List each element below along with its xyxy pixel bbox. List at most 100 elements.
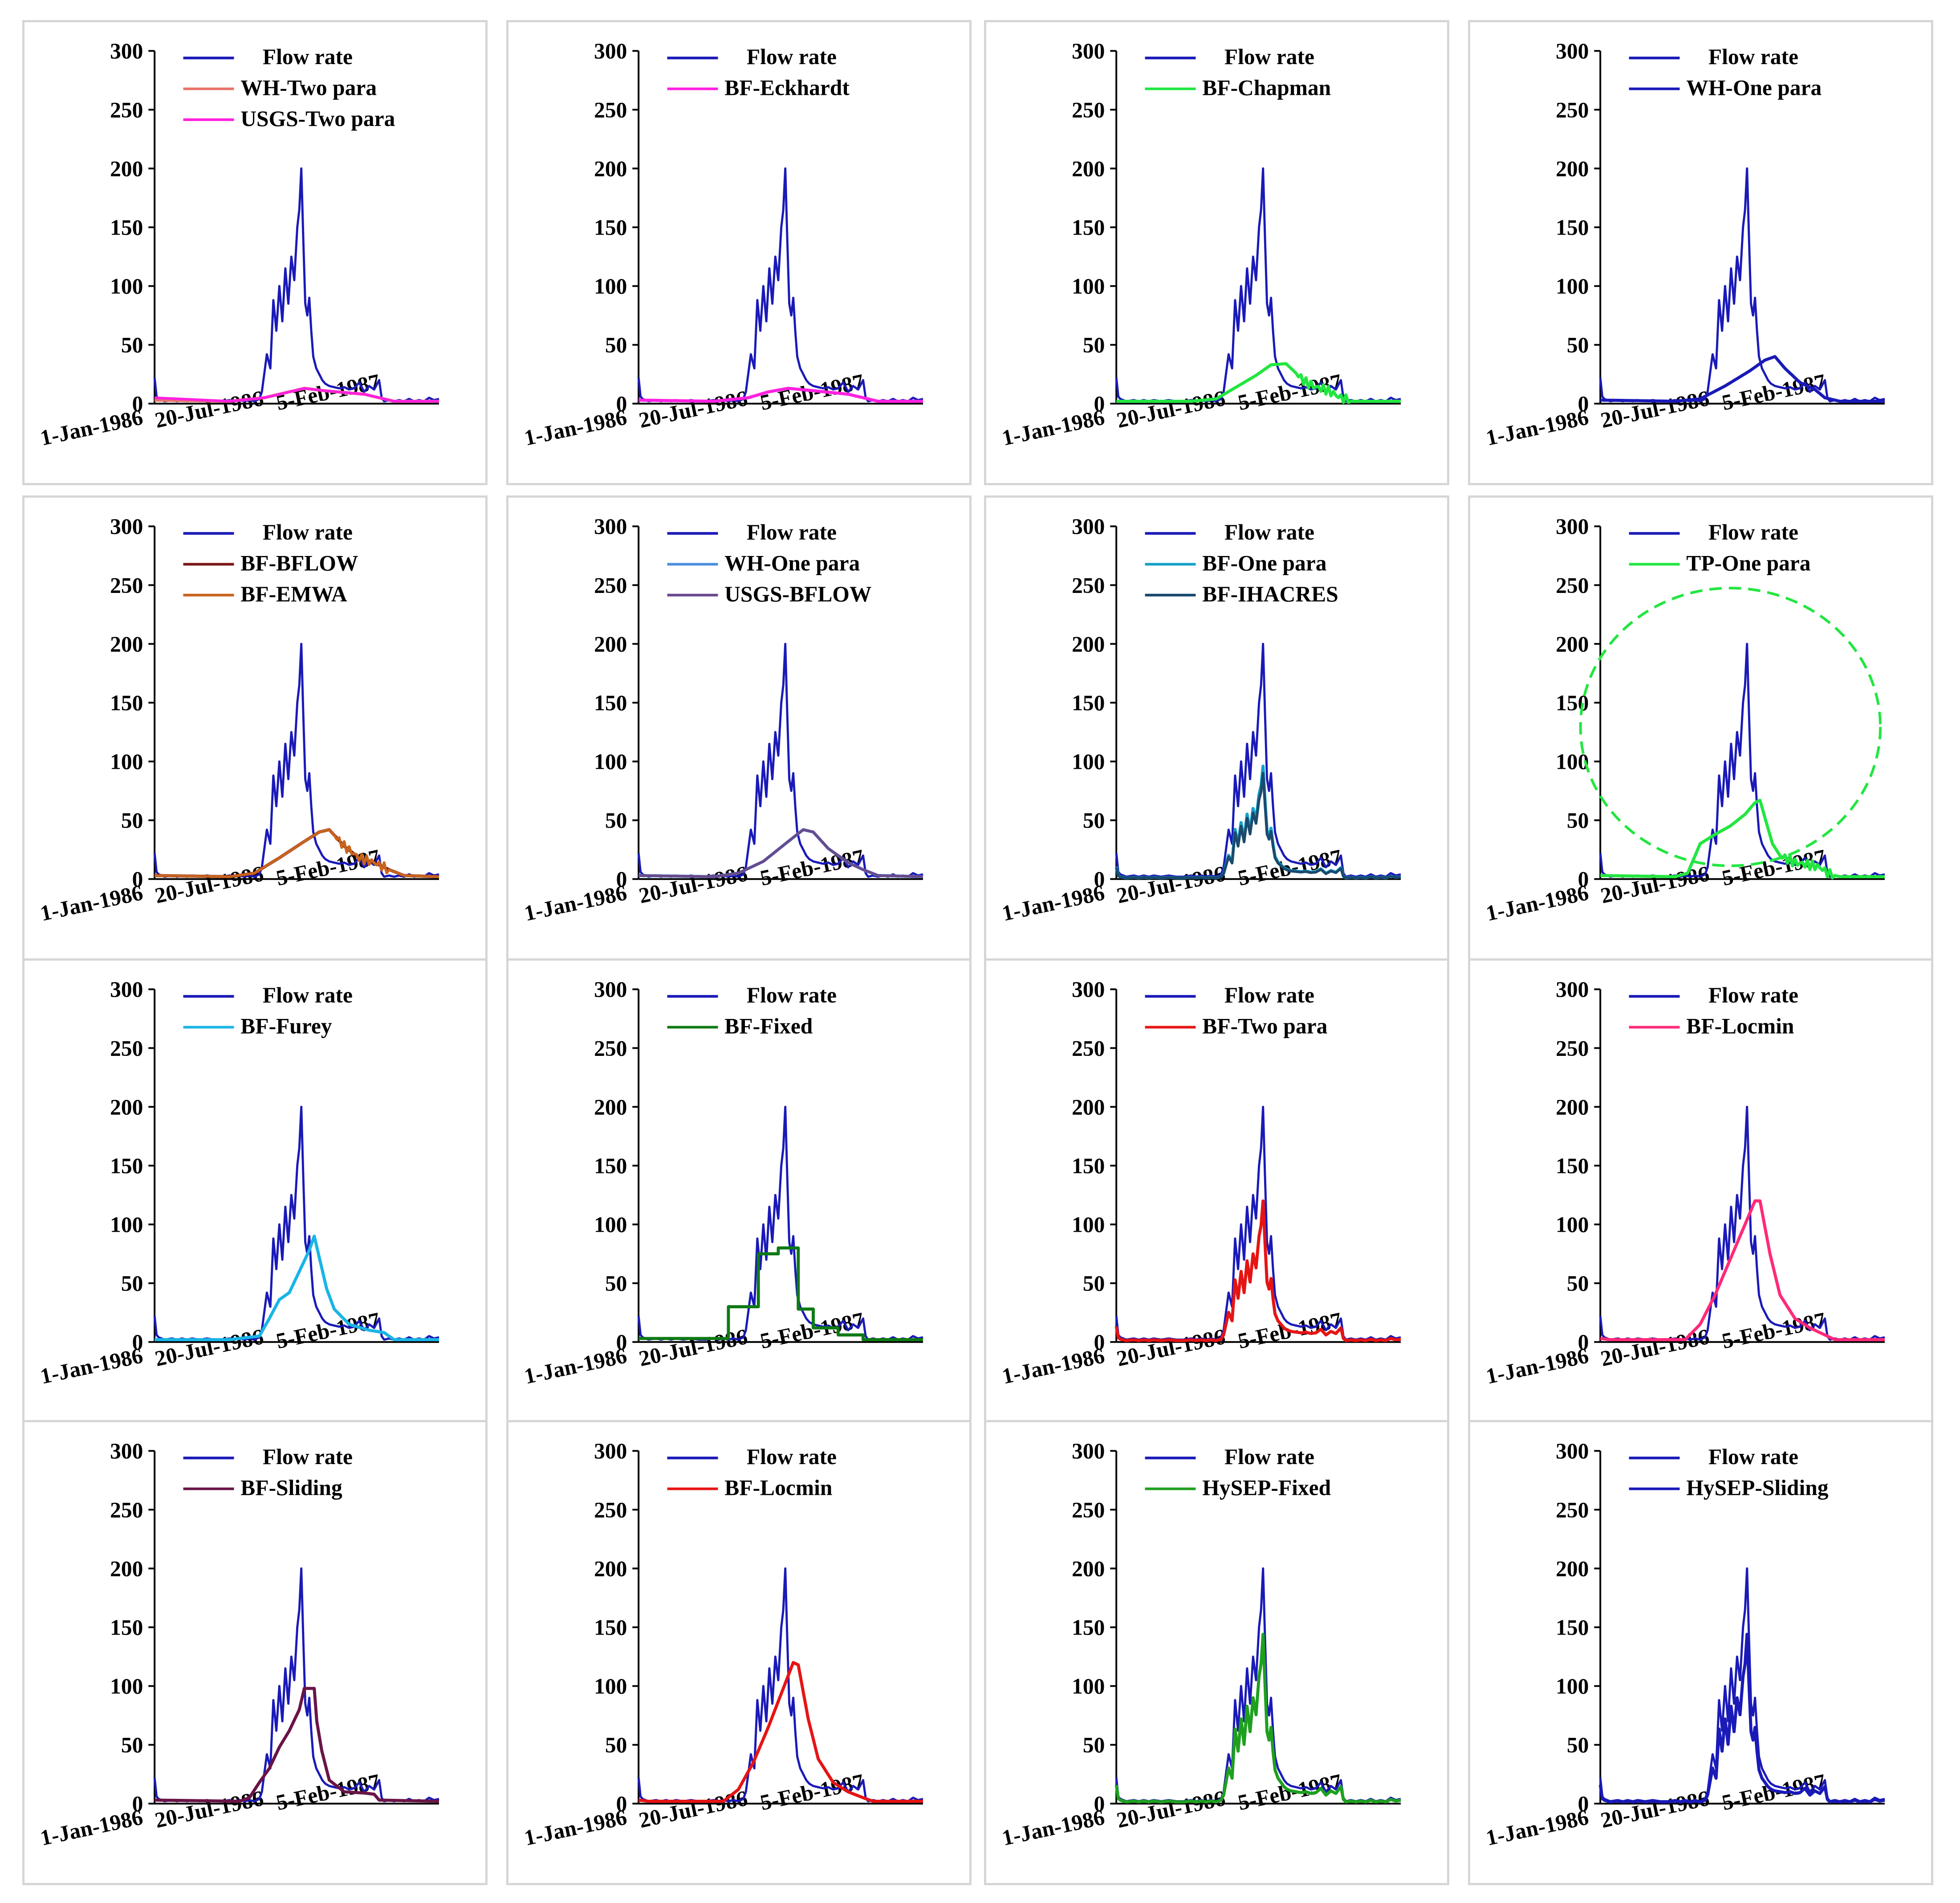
- y-tick-label: 50: [121, 333, 143, 357]
- y-tick-label: 150: [1072, 1153, 1105, 1178]
- y-tick-label: 50: [1567, 808, 1589, 833]
- y-tick-label: 0: [132, 1330, 143, 1355]
- series-baseflow-line: [638, 386, 923, 403]
- y-tick-label: 50: [605, 1733, 627, 1757]
- legend-label: Flow rate: [263, 983, 353, 1007]
- y-tick-label: 50: [605, 1271, 627, 1296]
- y-tick-label: 150: [110, 690, 143, 715]
- legend-label: BF-Locmin: [724, 1475, 832, 1500]
- y-tick-label: 300: [1556, 514, 1589, 539]
- legend-label: Flow rate: [747, 520, 837, 544]
- y-tick-label: 50: [605, 808, 627, 833]
- legend-label: HySEP-Fixed: [1202, 1475, 1331, 1500]
- y-tick-label: 100: [110, 274, 143, 298]
- legend-label: BF-One para: [1202, 551, 1326, 575]
- legend-label: BF-Eckhardt: [724, 75, 850, 100]
- chart-panel: 0 50 100 150 200 250 300 1-Jan-1986 20-Jul-1986 5…: [22, 20, 488, 485]
- y-tick-label: 50: [1083, 333, 1105, 357]
- series-baseflow-line: [1598, 1632, 1885, 1804]
- x-tick-label: 20-Jul-1986: [1114, 1324, 1228, 1371]
- y-tick-label: 50: [1083, 1271, 1105, 1296]
- y-tick-label: 300: [594, 39, 627, 63]
- x-tick-label: 1-Jan-1986: [1484, 880, 1590, 925]
- y-tick-label: 200: [110, 632, 143, 656]
- y-tick-label: 0: [1578, 1330, 1589, 1355]
- x-tick-label: 1-Jan-1986: [522, 405, 629, 450]
- x-tick-label: 1-Jan-1986: [1000, 1805, 1106, 1850]
- y-tick-label: 250: [1072, 97, 1105, 122]
- series-flow-rate-line: [153, 1567, 439, 1802]
- series-flow-rate-line: [1599, 1106, 1885, 1341]
- y-tick-label: 250: [1072, 1497, 1105, 1522]
- legend-label: Flow rate: [263, 520, 353, 544]
- y-tick-label: 300: [1072, 1439, 1105, 1463]
- y-tick-label: 250: [1556, 573, 1589, 597]
- series-baseflow-line: [1600, 1199, 1885, 1341]
- y-tick-label: 100: [1556, 274, 1589, 298]
- y-tick-label: 0: [616, 1792, 627, 1816]
- y-tick-label: 200: [1072, 632, 1105, 656]
- y-tick-label: 200: [110, 1556, 143, 1581]
- series-flow-rate-line: [153, 1106, 439, 1341]
- x-tick-label: 20-Jul-1986: [153, 386, 266, 433]
- legend-label: Flow rate: [1708, 1444, 1798, 1469]
- series-flow-rate-line: [637, 1106, 923, 1341]
- y-tick-label: 0: [1578, 392, 1589, 416]
- x-tick-label: 1-Jan-1986: [1484, 1805, 1590, 1850]
- y-tick-label: 100: [594, 1674, 627, 1698]
- legend-label: Flow rate: [1708, 983, 1798, 1007]
- series-baseflow-line: [155, 828, 439, 878]
- x-tick-label: 1-Jan-1986: [38, 1805, 145, 1850]
- y-tick-label: 100: [1556, 1212, 1589, 1237]
- y-tick-label: 250: [594, 1036, 627, 1060]
- series-baseflow-line: [1116, 362, 1401, 404]
- y-tick-label: 250: [1556, 1036, 1589, 1060]
- y-tick-label: 300: [1556, 1439, 1589, 1463]
- y-tick-label: 0: [616, 1330, 627, 1355]
- series-baseflow-line: [638, 1246, 923, 1341]
- series-baseflow-line: [1600, 799, 1885, 880]
- x-tick-label: 1-Jan-1986: [522, 1805, 629, 1850]
- x-tick-label: 20-Jul-1986: [1114, 861, 1228, 908]
- y-tick-label: 100: [1072, 274, 1105, 298]
- chart-panel: 0 50 100 150 200 250 300 1-Jan-1986 20-Jul-1986 5…: [984, 20, 1449, 485]
- y-tick-label: 300: [1556, 39, 1589, 63]
- legend-label: Flow rate: [1708, 520, 1798, 544]
- y-tick-label: 200: [1556, 632, 1589, 656]
- y-tick-label: 0: [1578, 867, 1589, 892]
- y-tick-label: 100: [1072, 1212, 1105, 1237]
- x-tick-label: 20-Jul-1986: [637, 1324, 750, 1371]
- series-baseflow-line: [155, 1234, 439, 1341]
- x-tick-label: 1-Jan-1986: [1484, 1343, 1590, 1388]
- series-flow-rate-line: [637, 167, 923, 402]
- series-flow-rate-line: [637, 1567, 923, 1802]
- chart-panel: 0 50 100 150 200 250 300 1-Jan-1986 20-Jul-1986 5…: [984, 958, 1449, 1424]
- series-baseflow-line: [1115, 772, 1401, 880]
- y-tick-label: 150: [1072, 1615, 1105, 1639]
- y-tick-label: 200: [594, 156, 627, 181]
- chart-panel: 0 50 100 150 200 250 300 1-Jan-1986 20-Jul-1986 5…: [1468, 495, 1933, 961]
- y-tick-label: 50: [121, 1733, 143, 1757]
- legend-label: HySEP-Sliding: [1686, 1475, 1828, 1500]
- x-tick-label: 1-Jan-1986: [522, 1343, 629, 1388]
- series-flow-rate-line: [153, 643, 439, 878]
- y-tick-label: 200: [1556, 1095, 1589, 1119]
- y-tick-label: 200: [110, 156, 143, 181]
- y-tick-label: 50: [605, 333, 627, 357]
- y-tick-label: 0: [616, 867, 627, 892]
- x-tick-label: 1-Jan-1986: [1484, 405, 1590, 450]
- x-tick-label: 1-Jan-1986: [1000, 1343, 1106, 1388]
- y-tick-label: 50: [121, 1271, 143, 1296]
- y-tick-label: 150: [594, 215, 627, 239]
- legend-label: Flow rate: [1224, 1444, 1314, 1469]
- highlight-dashed-circle: [1579, 587, 1882, 867]
